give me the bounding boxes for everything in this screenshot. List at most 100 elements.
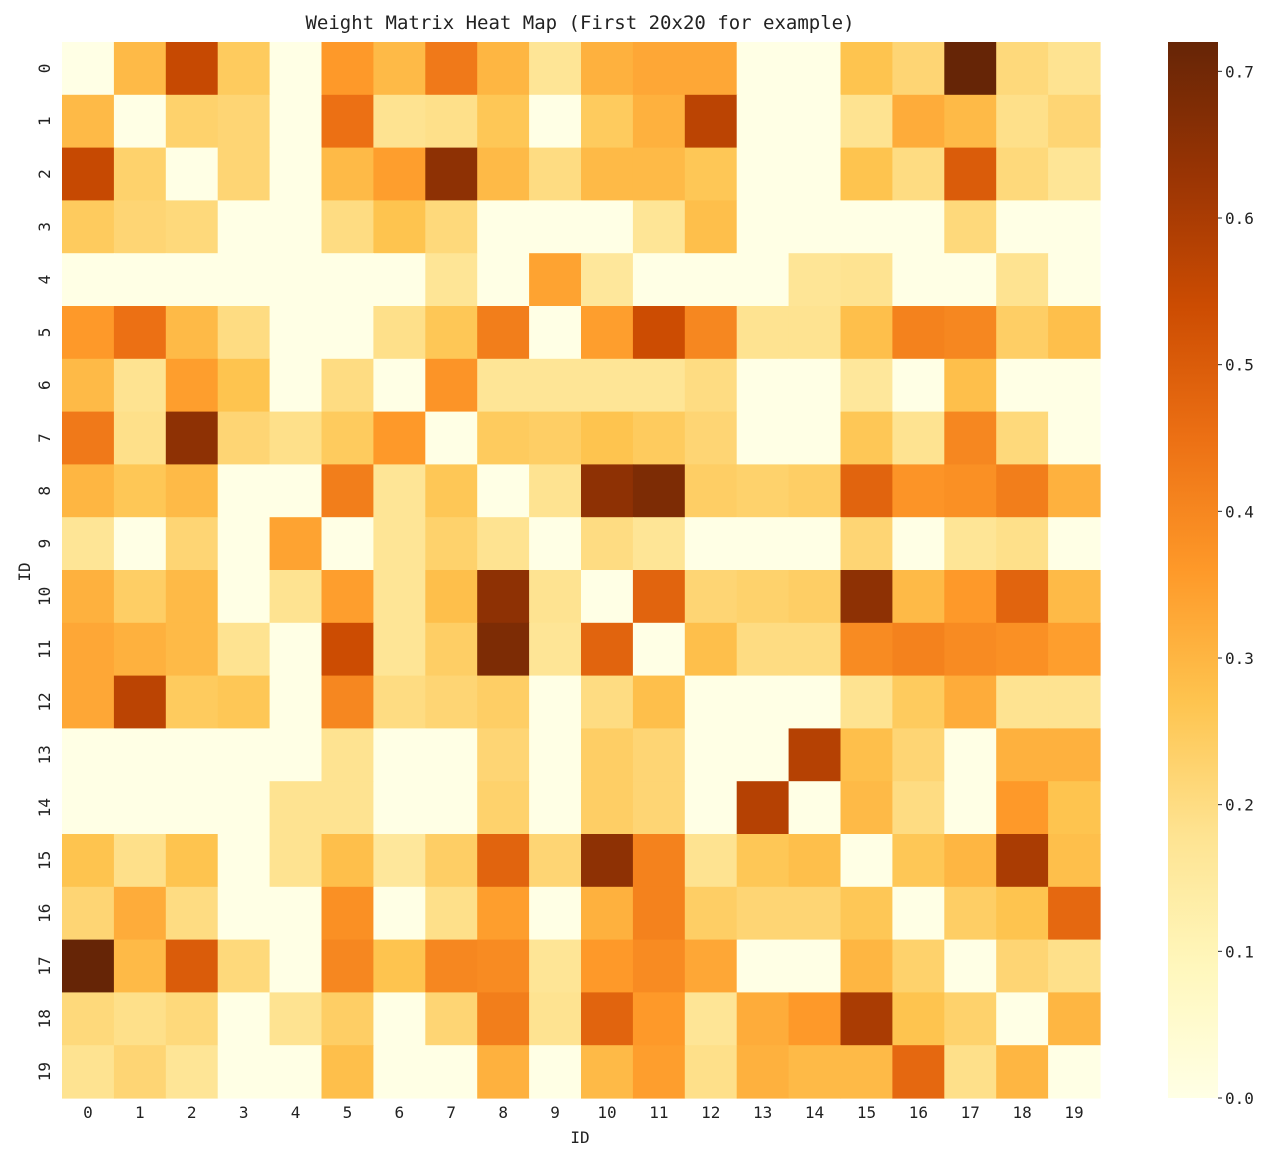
heatmap-cell-17-3 bbox=[217, 939, 271, 993]
heatmap-cell-6-1 bbox=[113, 358, 167, 413]
heatmap-cell-15-1 bbox=[113, 834, 167, 888]
heatmap-cell-9-18 bbox=[996, 517, 1049, 571]
heatmap-cell-1-13 bbox=[736, 94, 790, 149]
heatmap-cell-9-2 bbox=[165, 517, 219, 571]
heatmap-cell-0-8 bbox=[477, 42, 530, 96]
heatmap-cell-9-8 bbox=[477, 517, 530, 571]
heatmap-cell-14-4 bbox=[269, 781, 323, 835]
heatmap-cell-10-7 bbox=[425, 570, 478, 624]
heatmap-cell-11-0 bbox=[62, 622, 115, 677]
heatmap-cell-16-2 bbox=[165, 886, 219, 941]
heatmap-cell-17-1 bbox=[113, 939, 167, 993]
heatmap-cell-8-3 bbox=[217, 464, 271, 518]
heatmap-cell-7-13 bbox=[736, 411, 790, 465]
heatmap-cell-13-4 bbox=[269, 728, 323, 782]
heatmap-cell-4-16 bbox=[892, 253, 945, 307]
heatmap-cell-4-8 bbox=[477, 253, 530, 307]
y-tick-label: 11 bbox=[35, 640, 54, 659]
heatmap-cell-13-6 bbox=[373, 728, 426, 782]
heatmap-cell-15-8 bbox=[477, 834, 530, 888]
y-tick-label: 3 bbox=[35, 222, 54, 232]
heatmap-cell-4-14 bbox=[788, 253, 842, 307]
heatmap-cell-8-12 bbox=[684, 464, 738, 518]
heatmap-cell-10-2 bbox=[165, 570, 219, 624]
heatmap-cell-8-14 bbox=[788, 464, 842, 518]
heatmap-cell-4-19 bbox=[1048, 253, 1101, 307]
heatmap-cell-8-10 bbox=[581, 464, 634, 518]
x-tick-label: 16 bbox=[909, 1103, 928, 1122]
heatmap-cell-2-12 bbox=[684, 147, 738, 201]
heatmap-cells bbox=[62, 42, 1101, 1099]
heatmap-cell-17-10 bbox=[581, 939, 634, 993]
heatmap-cell-0-14 bbox=[788, 42, 842, 96]
heatmap-cell-11-9 bbox=[529, 622, 582, 677]
heatmap-cell-0-10 bbox=[581, 42, 634, 96]
heatmap-cell-19-14 bbox=[788, 1045, 842, 1099]
heatmap-cell-5-5 bbox=[321, 306, 374, 360]
heatmap-cell-5-16 bbox=[892, 306, 945, 360]
heatmap-cell-15-6 bbox=[373, 834, 426, 888]
heatmap-cell-19-5 bbox=[321, 1045, 374, 1099]
heatmap-cell-12-0 bbox=[62, 675, 115, 729]
heatmap-cell-16-4 bbox=[269, 886, 323, 941]
x-tick-label: 6 bbox=[395, 1103, 405, 1122]
heatmap-cell-14-8 bbox=[477, 781, 530, 835]
heatmap-cell-19-6 bbox=[373, 1045, 426, 1099]
heatmap-cell-12-13 bbox=[736, 675, 790, 729]
heatmap-cell-3-14 bbox=[788, 200, 842, 254]
heatmap-cell-10-8 bbox=[477, 570, 530, 624]
heatmap-cell-13-19 bbox=[1048, 728, 1101, 782]
x-tick-label: 0 bbox=[83, 1103, 93, 1122]
heatmap-cell-19-0 bbox=[62, 1045, 115, 1099]
heatmap-cell-11-18 bbox=[996, 622, 1049, 677]
heatmap-cell-3-0 bbox=[62, 200, 115, 254]
heatmap-cell-2-4 bbox=[269, 147, 323, 201]
heatmap-cell-17-0 bbox=[62, 939, 115, 993]
colorbar-tick-label: 0.4 bbox=[1225, 502, 1254, 521]
heatmap-cell-12-16 bbox=[892, 675, 945, 729]
heatmap-cell-18-4 bbox=[269, 992, 323, 1046]
heatmap-cell-14-1 bbox=[113, 781, 167, 835]
heatmap-cell-8-1 bbox=[113, 464, 167, 518]
heatmap-cell-19-18 bbox=[996, 1045, 1049, 1099]
heatmap-cell-13-2 bbox=[165, 728, 219, 782]
heatmap-cell-10-6 bbox=[373, 570, 426, 624]
heatmap-cell-3-2 bbox=[165, 200, 219, 254]
heatmap-cell-7-3 bbox=[217, 411, 271, 465]
heatmap-cell-4-4 bbox=[269, 253, 323, 307]
heatmap-cell-9-10 bbox=[581, 517, 634, 571]
heatmap-cell-0-11 bbox=[632, 42, 686, 96]
heatmap-cell-16-17 bbox=[944, 886, 997, 941]
heatmap-cell-1-6 bbox=[373, 94, 426, 149]
heatmap-cell-9-19 bbox=[1048, 517, 1101, 571]
y-axis-label: ID bbox=[15, 562, 34, 581]
heatmap-cell-1-12 bbox=[684, 94, 738, 149]
x-tick-label: 3 bbox=[239, 1103, 249, 1122]
heatmap-cell-18-2 bbox=[165, 992, 219, 1046]
heatmap-cell-16-5 bbox=[321, 886, 374, 941]
heatmap-cell-6-5 bbox=[321, 358, 374, 413]
heatmap-cell-16-0 bbox=[62, 886, 115, 941]
heatmap-cell-13-15 bbox=[840, 728, 893, 782]
heatmap-cell-5-2 bbox=[165, 306, 219, 360]
heatmap-cell-9-9 bbox=[529, 517, 582, 571]
heatmap-cell-13-18 bbox=[996, 728, 1049, 782]
heatmap-cell-11-16 bbox=[892, 622, 945, 677]
heatmap-cell-6-18 bbox=[996, 358, 1049, 413]
heatmap-cell-15-15 bbox=[840, 834, 893, 888]
x-tick-label: 8 bbox=[498, 1103, 508, 1122]
heatmap-cell-15-16 bbox=[892, 834, 945, 888]
heatmap-cell-3-18 bbox=[996, 200, 1049, 254]
heatmap-cell-1-8 bbox=[477, 94, 530, 149]
heatmap-cell-9-16 bbox=[892, 517, 945, 571]
heatmap-cell-5-9 bbox=[529, 306, 582, 360]
heatmap-cell-11-4 bbox=[269, 622, 323, 677]
heatmap-cell-8-13 bbox=[736, 464, 790, 518]
heatmap-cell-13-3 bbox=[217, 728, 271, 782]
heatmap-cell-4-2 bbox=[165, 253, 219, 307]
heatmap-cell-9-14 bbox=[788, 517, 842, 571]
heatmap-cell-3-19 bbox=[1048, 200, 1101, 254]
heatmap-cell-14-9 bbox=[529, 781, 582, 835]
heatmap-cell-0-4 bbox=[269, 42, 323, 96]
heatmap-cell-1-5 bbox=[321, 94, 374, 149]
